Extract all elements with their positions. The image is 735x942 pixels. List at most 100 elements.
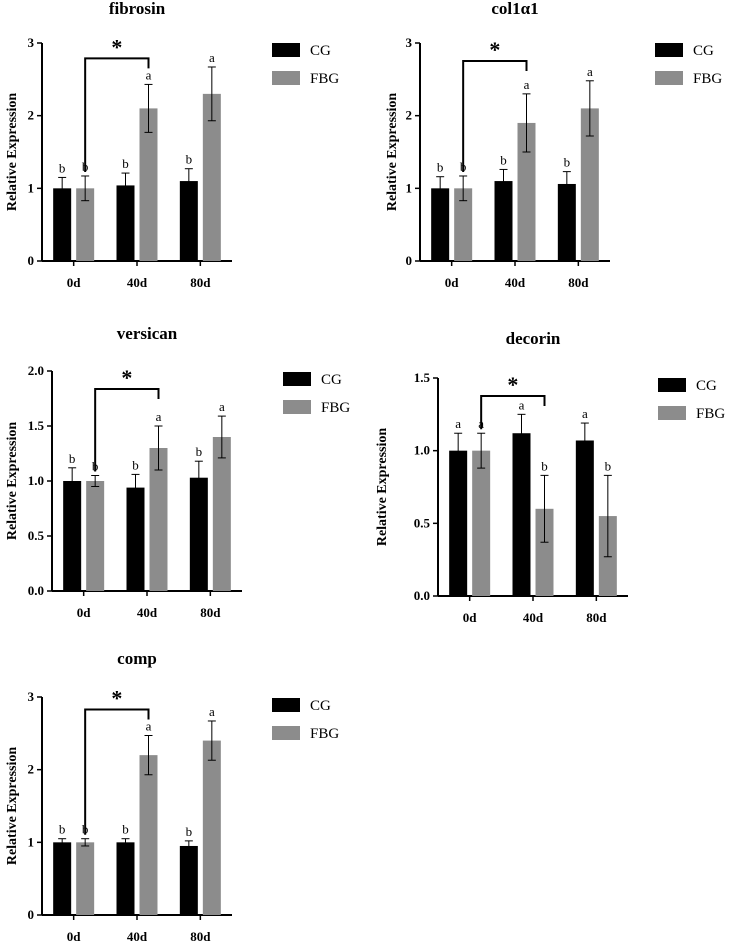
significance-star: * [111, 34, 122, 59]
significance-letter: b [564, 155, 571, 170]
bar-fbg [149, 448, 168, 591]
bar-fbg [76, 842, 95, 915]
significance-letter: a [519, 397, 525, 412]
y-tick-label: 0 [406, 253, 413, 268]
significance-bracket [84, 57, 150, 172]
bar-cg [53, 842, 72, 915]
significance-bracket [480, 395, 546, 430]
x-tick-label: 0d [445, 275, 460, 290]
significance-star: * [121, 365, 132, 390]
legend-swatch-cg [655, 43, 683, 57]
significance-letter: a [146, 719, 152, 734]
significance-letter: a [582, 406, 588, 421]
bar-cg [557, 183, 576, 261]
x-tick-label: 40d [127, 929, 148, 942]
x-tick-label: 80d [190, 275, 211, 290]
significance-letter: b [196, 444, 203, 459]
significance-letter: b [186, 824, 193, 839]
bar-fbg [139, 755, 158, 915]
legend-swatch-cg [272, 698, 300, 712]
significance-star: * [489, 37, 500, 62]
bar-fbg [517, 122, 536, 261]
bar-cg [189, 477, 208, 591]
legend-swatch-fbg [658, 406, 686, 420]
bar-cg [179, 845, 198, 915]
y-tick-label: 2 [406, 108, 413, 123]
legend-label-cg: CG [696, 378, 717, 394]
y-tick-label: 1.5 [414, 370, 431, 385]
y-tick-label: 0 [28, 253, 35, 268]
y-tick-label: 0.0 [414, 588, 430, 603]
y-tick-label: 0 [28, 907, 35, 922]
y-tick-label: 1.5 [28, 418, 45, 433]
significance-letter: b [132, 457, 139, 472]
legend-label-cg: CG [693, 43, 714, 59]
significance-letter: b [437, 160, 444, 175]
significance-star: * [507, 372, 518, 397]
bar-fbg [86, 481, 105, 591]
chart-title: col1α1 [491, 0, 538, 18]
y-axis-label: Relative Expression [5, 422, 20, 541]
bar-fbg [454, 188, 473, 261]
bar-cg [431, 188, 450, 261]
legend-label-fbg: FBG [693, 71, 722, 87]
x-tick-label: 40d [505, 275, 526, 290]
x-tick-label: 0d [67, 275, 82, 290]
legend-label-fbg: FBG [696, 406, 725, 422]
chart-title: comp [117, 649, 157, 668]
x-tick-label: 80d [190, 929, 211, 942]
y-tick-label: 3 [406, 35, 413, 50]
legend-label-cg: CG [321, 372, 342, 388]
y-tick-label: 3 [28, 35, 35, 50]
y-axis-label: Relative Expression [375, 428, 390, 547]
significance-letter: a [146, 67, 152, 82]
chart-title: fibrosin [109, 0, 166, 18]
chart-panel-0: fibrosin Relative Expression 0 1 2 3 0d 40d 80d b… [5, 0, 339, 290]
significance-letter: a [219, 399, 225, 414]
bar-cg [116, 185, 135, 261]
y-tick-label: 2 [28, 108, 35, 123]
legend-swatch-cg [283, 372, 311, 386]
significance-letter: b [186, 152, 193, 167]
significance-letter: b [122, 156, 129, 171]
bar-cg [575, 440, 594, 596]
chart-panel-1: col1α1 Relative Expression 0 1 2 3 0d 40d 80d b b b… [385, 0, 722, 290]
x-tick-label: 0d [463, 610, 478, 625]
bar-cg [63, 481, 82, 591]
significance-bracket [94, 388, 160, 472]
bar-fbg [212, 437, 231, 591]
legend-label-fbg: FBG [310, 726, 339, 742]
bar-cg [449, 450, 468, 596]
y-tick-label: 0.5 [414, 515, 431, 530]
legend-swatch-fbg [272, 726, 300, 740]
chart-panel-2: versican Relative Expression 0.0 0.5 1.0 1.5 2… [5, 324, 350, 620]
x-tick-label: 40d [137, 605, 158, 620]
y-tick-label: 1.0 [28, 473, 44, 488]
significance-letter: a [156, 409, 162, 424]
legend-swatch-fbg [272, 71, 300, 85]
y-axis-label: Relative Expression [5, 747, 20, 866]
bar-fbg [76, 188, 95, 261]
bar-cg [494, 181, 513, 261]
y-axis-label: Relative Expression [5, 93, 20, 212]
legend-swatch-cg [658, 378, 686, 392]
chart-title: decorin [506, 329, 561, 348]
significance-letter: b [605, 458, 612, 473]
significance-letter: a [524, 77, 530, 92]
significance-letter: b [541, 458, 548, 473]
bar-cg [126, 487, 145, 591]
legend-swatch-fbg [283, 400, 311, 414]
bar-cg [116, 842, 135, 915]
bar-fbg [202, 93, 221, 261]
y-tick-label: 1 [28, 180, 35, 195]
bar-cg [179, 181, 198, 261]
x-tick-label: 80d [568, 275, 589, 290]
bar-fbg [202, 740, 221, 915]
legend-label-cg: CG [310, 698, 331, 714]
x-tick-label: 80d [200, 605, 221, 620]
bar-fbg [139, 108, 158, 262]
significance-letter: a [455, 416, 461, 431]
legend-label-cg: CG [310, 43, 331, 59]
significance-bracket [84, 708, 150, 835]
